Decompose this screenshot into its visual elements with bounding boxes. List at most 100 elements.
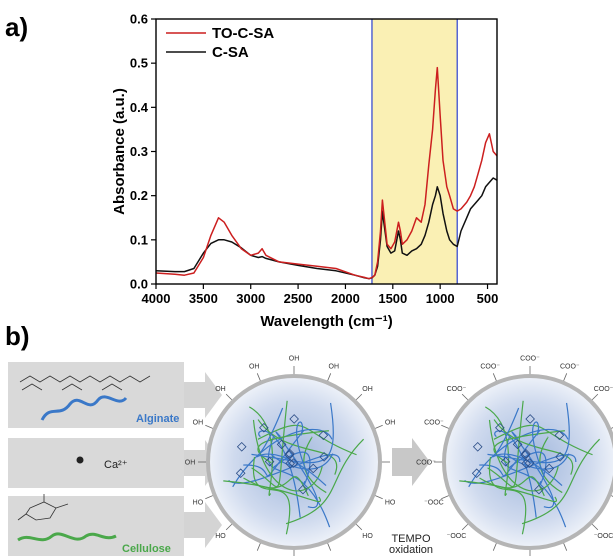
surface-bond: [375, 424, 383, 429]
surface-group-label: OH: [289, 356, 300, 363]
crosslink-site: [524, 458, 535, 468]
bead-before-oxidation: OHOHOHOHOHHOHOHOHOOHOHOHOH: [185, 356, 403, 556]
crosslink-site: [525, 414, 535, 424]
polymer-chain: [488, 456, 527, 535]
surface-group-label: HO: [193, 499, 204, 506]
polymer-chain: [257, 419, 338, 475]
x-tick-label: 3500: [189, 291, 218, 306]
polymer-chain: [485, 406, 510, 496]
process-label-line1: TEMPO: [391, 533, 431, 545]
panel-a-label: a): [5, 12, 28, 42]
crosslink-site: [288, 458, 299, 468]
surface-group-label: HO: [385, 499, 396, 506]
y-tick-label: 0.1: [130, 232, 148, 247]
polymer-chain: [493, 424, 593, 456]
polymer-chain: [252, 456, 291, 535]
surface-group-label: OH: [385, 420, 396, 427]
surface-bond: [492, 543, 497, 551]
surface-bond: [591, 523, 599, 531]
calcium-ion-icon: [76, 456, 84, 464]
y-tick-label: 0.3: [130, 144, 148, 159]
crosslink-site: [319, 451, 329, 462]
polymer-chain: [532, 421, 545, 477]
y-tick-label: 0.2: [130, 188, 148, 203]
bead-left-hydroxyl-groups: OHOHOHOHOHHOHOHOHOOHOHOHOH: [185, 356, 403, 556]
y-tick-label: 0.5: [130, 56, 148, 71]
surface-group-label: COO⁻: [424, 420, 444, 427]
y-tick-label: 0.6: [130, 12, 148, 27]
surface-group-label: OH: [329, 363, 340, 370]
crosslink-site: [554, 430, 565, 441]
crosslink-site: [534, 484, 544, 495]
polymer-chain: [223, 480, 321, 503]
x-tick-label: 2000: [331, 291, 360, 306]
polymer-chain: [232, 428, 333, 488]
surface-group-label: COO⁻: [416, 460, 436, 467]
surface-bond: [355, 393, 363, 401]
polymer-chain: [296, 421, 309, 477]
polymer-chain: [257, 424, 357, 456]
surface-group-label: COO⁻: [520, 356, 540, 363]
surface-bond: [492, 373, 497, 381]
legend: TO-C-SA C-SA: [166, 25, 274, 61]
polymer-chain: [487, 402, 570, 464]
surface-bond: [225, 523, 233, 531]
surface-bond: [563, 543, 568, 551]
crosslink-site: [521, 448, 531, 459]
calcium-label: Ca²⁺: [104, 459, 128, 471]
surface-bond: [563, 373, 568, 381]
scheme: Alginate Ca²⁺ Cellulose: [8, 356, 613, 556]
cellulose-label: Cellulose: [122, 543, 171, 555]
surface-bond: [327, 373, 332, 381]
y-tick-label: 0.4: [130, 100, 149, 115]
x-tick-label: 3000: [236, 291, 265, 306]
polymer-chain: [494, 430, 537, 518]
surface-bond: [591, 393, 599, 401]
panel-b-label: b): [5, 321, 30, 351]
surface-bond: [441, 424, 449, 429]
calcium-box: Ca²⁺: [8, 438, 222, 488]
polymer-chain: [509, 451, 547, 485]
cellulose-box: Cellulose: [8, 494, 222, 556]
bead-left-network: [223, 400, 365, 535]
polymer-chain: [285, 438, 365, 525]
y-axis-title: Absorbance (a.u.): [111, 88, 128, 215]
crosslink-site: [318, 430, 329, 441]
surface-bond: [441, 495, 449, 500]
x-tick-label: 2500: [284, 291, 313, 306]
crosslink-site: [520, 450, 531, 460]
polymer-chain: [258, 430, 301, 518]
surface-group-label: ⁻OOC: [424, 499, 444, 506]
surface-bond: [205, 424, 213, 429]
crosslink-site: [236, 441, 247, 452]
surface-bond: [205, 495, 213, 500]
bead-right-network: [459, 400, 601, 535]
crosslink-site: [495, 422, 505, 433]
crosslink-site: [284, 450, 295, 460]
surface-bond: [461, 393, 469, 401]
bead-right-carboxylate-groups: COO⁻ COO⁻ COO⁻ ⁻OOC ⁻OOC ⁻OOC COO⁻ COO⁻ COO⁻ COO⁻: [416, 356, 613, 556]
polymer-chain: [521, 438, 601, 525]
polymer-chain: [493, 419, 574, 475]
alginate-chain-icon: [40, 395, 128, 421]
surface-bond: [327, 543, 332, 551]
surface-group-label: COO⁻: [447, 386, 467, 393]
alginate-label: Alginate: [136, 413, 179, 425]
bead-after-oxidation: COO⁻ COO⁻ COO⁻ ⁻OOC ⁻OOC ⁻OOC COO⁻ COO⁻ COO⁻ COO⁻: [416, 356, 613, 556]
x-axis-title: Wavelength (cm⁻¹): [260, 313, 392, 330]
polymer-chain: [493, 430, 565, 464]
crosslink-site: [285, 448, 295, 459]
crosslink-site: [276, 439, 287, 450]
alginate-structure-icon: [19, 375, 151, 391]
crosslink-site: [472, 441, 483, 452]
polymer-chain: [459, 480, 557, 503]
x-axis: 4000 3500 3000 2500 2000 1500 1000 500: [142, 284, 498, 306]
process-arrow: [392, 438, 430, 486]
legend-label: C-SA: [212, 44, 249, 61]
polymer-chain: [273, 451, 311, 485]
crosslink-site: [289, 414, 299, 424]
process-label-line2: oxidation: [389, 544, 433, 556]
crosslink-site: [500, 456, 511, 467]
surface-group-label: COO⁻: [560, 363, 580, 370]
